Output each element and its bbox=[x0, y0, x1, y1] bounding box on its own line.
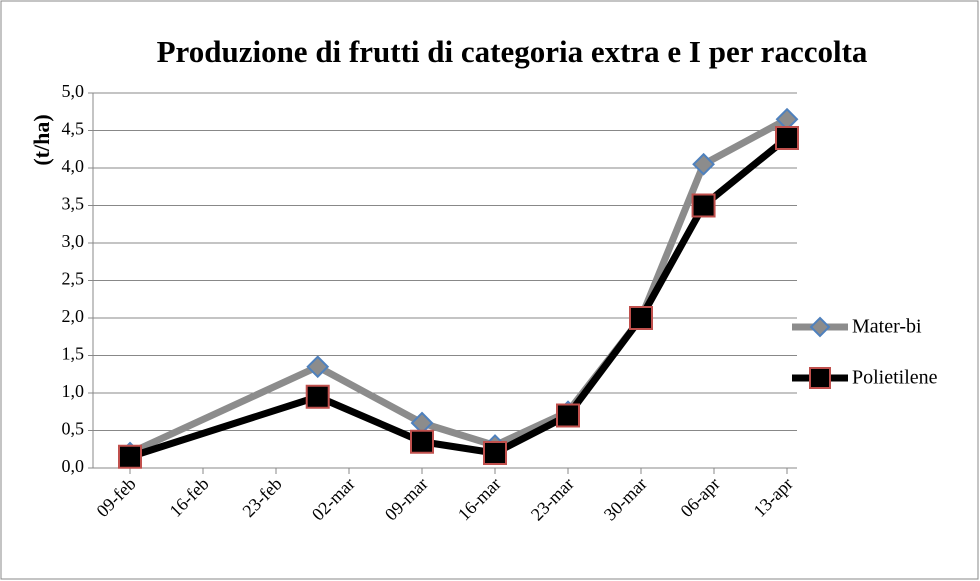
chart-title: Produzione di frutti di categoria extra … bbox=[156, 34, 868, 69]
y-tick-label: 2,0 bbox=[62, 306, 85, 326]
y-tick-label: 1,0 bbox=[62, 381, 85, 401]
data-point bbox=[410, 429, 434, 454]
legend-label: Polietilene bbox=[852, 367, 938, 389]
data-point bbox=[483, 441, 507, 465]
data-point bbox=[692, 152, 715, 176]
y-tick-label: 1,5 bbox=[62, 344, 85, 364]
y-axis-label: (t/ha) bbox=[29, 114, 54, 165]
y-tick-label: 0,5 bbox=[62, 419, 85, 439]
data-point bbox=[305, 384, 330, 409]
data-point bbox=[556, 403, 580, 428]
y-tick-label: 2,5 bbox=[62, 269, 85, 289]
data-point bbox=[118, 444, 142, 469]
data-point bbox=[775, 126, 799, 150]
y-tick-label: 5,0 bbox=[62, 81, 85, 101]
y-tick-label: 4,5 bbox=[62, 119, 85, 139]
series-line bbox=[128, 135, 790, 461]
legend-label: Mater-bi bbox=[852, 316, 922, 338]
data-point bbox=[691, 193, 716, 218]
legend-marker bbox=[809, 367, 831, 389]
y-tick-label: 0,0 bbox=[62, 456, 85, 476]
y-tick-label: 4,0 bbox=[62, 156, 85, 176]
legend-marker bbox=[809, 316, 831, 338]
y-tick-label: 3,0 bbox=[62, 231, 85, 251]
data-point bbox=[306, 355, 330, 379]
y-tick-label: 3,5 bbox=[62, 194, 85, 214]
data-point bbox=[629, 306, 653, 330]
series-line bbox=[128, 116, 789, 457]
